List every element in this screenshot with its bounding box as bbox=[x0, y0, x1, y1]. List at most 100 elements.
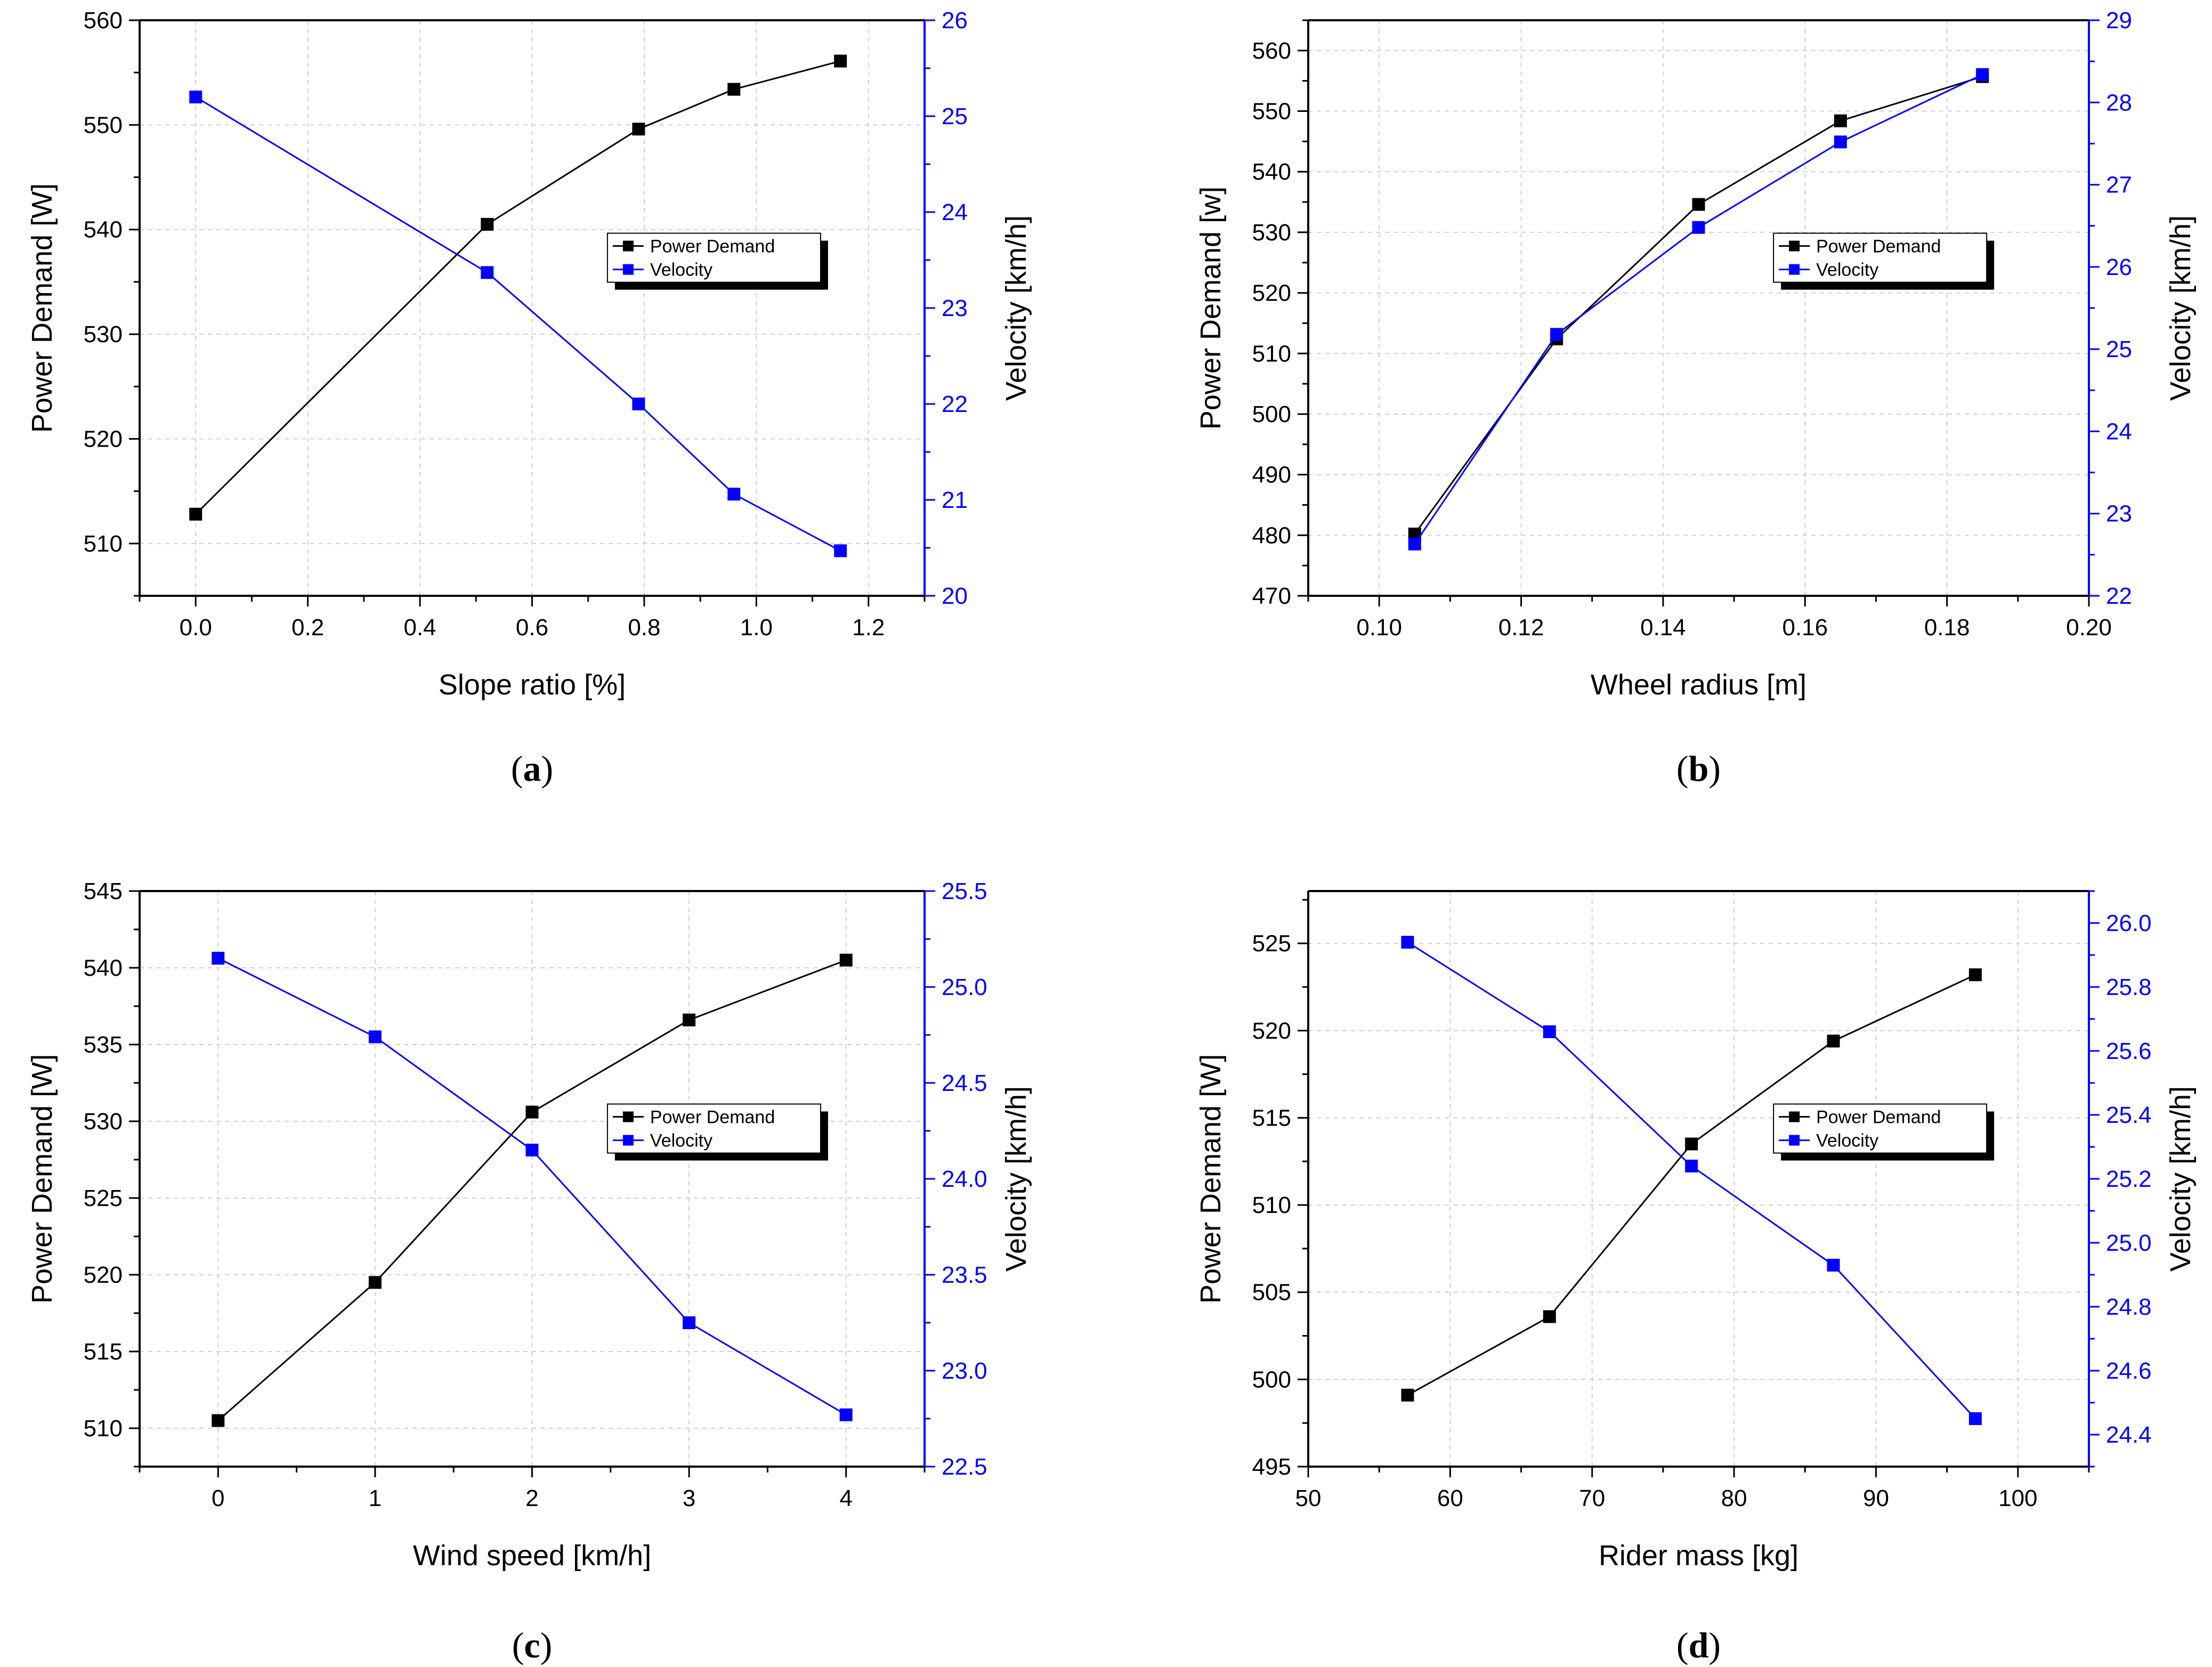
y2-tick-label: 25.0 bbox=[942, 974, 987, 1000]
x-tick-label: 4 bbox=[839, 1485, 852, 1511]
legend-entry-label: Power Demand bbox=[650, 1107, 775, 1128]
y2-axis-title: Velocity [km/h] bbox=[1000, 1086, 1032, 1272]
legend: Power Demand Velocity bbox=[606, 1103, 828, 1161]
data-point bbox=[834, 54, 847, 68]
data-point bbox=[1827, 1259, 1840, 1272]
series-power-demand bbox=[212, 953, 853, 1427]
y2-tick-label: 25.0 bbox=[2106, 1230, 2152, 1256]
y2-tick-label: 24.5 bbox=[942, 1070, 987, 1096]
series-line bbox=[1407, 974, 1976, 1396]
y-tick-label: 510 bbox=[1252, 341, 1291, 367]
y2-tick-label: 23.0 bbox=[942, 1358, 987, 1384]
y-tick-label: 545 bbox=[84, 878, 123, 904]
y-tick-label: 510 bbox=[84, 1415, 123, 1442]
legend-entry-label: Velocity bbox=[1816, 1131, 1878, 1151]
y-axis-title: Power Demand [W] bbox=[26, 1054, 58, 1304]
data-point bbox=[212, 952, 225, 965]
data-point bbox=[1685, 1160, 1698, 1172]
x-tick-label: 0.4 bbox=[403, 614, 436, 641]
y2-axis-title: Velocity [km/h] bbox=[2165, 1086, 2197, 1272]
legend-swatch-marker bbox=[1789, 1111, 1800, 1122]
legend-box bbox=[606, 1103, 821, 1154]
legend-entry-label: Velocity bbox=[650, 260, 712, 280]
y-axis-title: Power Demand [W] bbox=[26, 183, 58, 433]
y-tick-label: 490 bbox=[1252, 462, 1291, 488]
series-line bbox=[1414, 76, 1983, 535]
x-axis-title: Wheel radius [m] bbox=[1591, 669, 1806, 701]
x-tick-label: 90 bbox=[1863, 1485, 1889, 1511]
data-point bbox=[1827, 1034, 1840, 1048]
data-point bbox=[632, 123, 645, 136]
y2-tick-label: 25 bbox=[2106, 336, 2132, 362]
x-tick-label: 0.6 bbox=[516, 614, 548, 641]
data-point bbox=[1401, 936, 1414, 949]
y2-tick-label: 22 bbox=[2106, 583, 2132, 609]
y-tick-label: 530 bbox=[84, 321, 123, 347]
y2-tick-label: 24 bbox=[2106, 418, 2132, 444]
y2-tick-label: 25.6 bbox=[2106, 1038, 2152, 1064]
panel-label: (a) bbox=[511, 748, 553, 789]
x-tick-label: 0.10 bbox=[1356, 614, 1402, 641]
data-point bbox=[525, 1105, 539, 1119]
data-point bbox=[1685, 1137, 1698, 1151]
data-point bbox=[212, 1414, 225, 1427]
data-point bbox=[1401, 1388, 1414, 1402]
data-point bbox=[727, 83, 741, 96]
data-point bbox=[1692, 221, 1705, 234]
y-tick-label: 530 bbox=[1252, 220, 1291, 246]
x-tick-label: 3 bbox=[683, 1485, 695, 1511]
x-axis-title: Wind speed [km/h] bbox=[413, 1540, 651, 1572]
panel-label: (d) bbox=[1676, 1625, 1721, 1665]
y-tick-label: 520 bbox=[84, 1262, 123, 1288]
y2-tick-label: 20 bbox=[942, 583, 968, 609]
x-tick-label: 2 bbox=[525, 1485, 538, 1511]
y-tick-label: 520 bbox=[1252, 280, 1291, 306]
legend-swatch-marker bbox=[622, 264, 634, 275]
y2-axis-title: Velocity [km/h] bbox=[1000, 215, 1032, 401]
data-point bbox=[525, 1144, 539, 1156]
x-tick-label: 1.2 bbox=[852, 614, 885, 641]
y2-tick-label: 29 bbox=[2106, 7, 2132, 34]
legend: Power Demand Velocity bbox=[1773, 1103, 1995, 1161]
data-point bbox=[189, 91, 202, 103]
y-tick-label: 535 bbox=[84, 1032, 123, 1058]
chart-panel-d: 50 60 70 80 90 100 495 500 505 510 515 520 525 24.4 24… bbox=[1195, 890, 2197, 1665]
y2-tick-label: 23 bbox=[2106, 501, 2132, 527]
legend: Power Demand Velocity bbox=[606, 232, 828, 290]
y-tick-label: 500 bbox=[1252, 1366, 1291, 1393]
series-velocity bbox=[1401, 936, 1982, 1425]
chart-panel-a: 0.0 0.2 0.4 0.6 0.8 1.0 1.2 510 520 530 540 550 560 2… bbox=[26, 7, 1032, 789]
legend-swatch-marker bbox=[622, 1111, 634, 1122]
series-velocity bbox=[212, 952, 853, 1421]
y-tick-label: 505 bbox=[1252, 1280, 1291, 1306]
data-point bbox=[632, 398, 645, 410]
data-point bbox=[1834, 114, 1847, 127]
series-power-demand bbox=[1408, 70, 1989, 541]
grid bbox=[140, 891, 925, 1467]
x-tick-label: 0.12 bbox=[1498, 614, 1544, 641]
x-tick-label: 0.18 bbox=[1924, 614, 1970, 641]
y-tick-label: 540 bbox=[84, 217, 123, 243]
series-line bbox=[195, 96, 841, 552]
legend-entry-label: Velocity bbox=[650, 1131, 712, 1151]
data-point bbox=[1834, 135, 1847, 149]
legend-box bbox=[606, 232, 821, 283]
data-point bbox=[1550, 328, 1563, 341]
legend-swatch-marker bbox=[1789, 1135, 1800, 1146]
x-tick-label: 0.20 bbox=[2066, 614, 2112, 641]
y-tick-label: 510 bbox=[1252, 1192, 1291, 1218]
y2-tick-label: 26.0 bbox=[2106, 910, 2152, 936]
series-velocity bbox=[1408, 68, 1989, 551]
x-tick-label: 1.0 bbox=[740, 614, 773, 641]
x-tick-label: 0.14 bbox=[1640, 614, 1686, 641]
y-tick-label: 530 bbox=[84, 1108, 123, 1135]
y-tick-label: 540 bbox=[84, 955, 123, 981]
y2-axis-title: Velocity [km/h] bbox=[2165, 215, 2197, 401]
x-tick-label: 0.0 bbox=[180, 614, 212, 641]
x-axis-title: Rider mass [kg] bbox=[1599, 1540, 1798, 1572]
series-velocity bbox=[189, 91, 847, 557]
x-tick-label: 70 bbox=[1579, 1485, 1605, 1511]
data-point bbox=[368, 1030, 382, 1043]
x-axis-title: Slope ratio [%] bbox=[439, 669, 626, 701]
